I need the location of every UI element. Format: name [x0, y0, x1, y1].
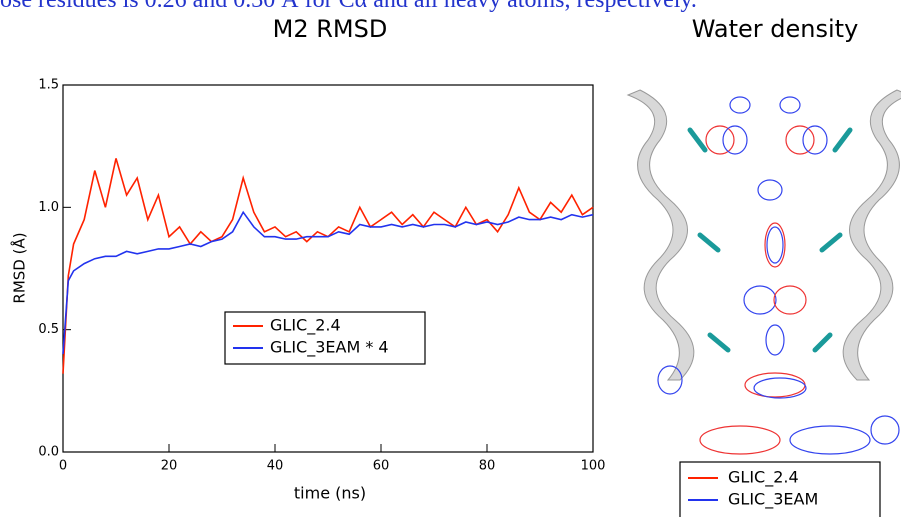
y-tick-label: 0.5 [38, 322, 59, 337]
legend-box [224, 311, 426, 365]
y-tick-label: 1.0 [38, 200, 59, 215]
panel-legend-box [679, 461, 881, 517]
x-tick-label: 40 [267, 459, 284, 474]
x-tick-label: 20 [161, 459, 178, 474]
x-tick-label: 0 [59, 459, 67, 474]
legend-label: GLIC_3EAM * 4 [270, 338, 389, 358]
legend-label: GLIC_2.4 [270, 316, 341, 336]
x-tick-label: 80 [479, 459, 496, 474]
series-line [62, 210, 594, 355]
x-tick-label: 60 [373, 459, 390, 474]
x-axis-label: time (ns) [294, 484, 366, 503]
panel-legend-label: GLIC_3EAM [728, 490, 818, 510]
panel-legend-label: GLIC_2.4 [728, 468, 799, 488]
plot-area [62, 84, 594, 453]
caption-fragment: ose residues is 0.26 and 0.30 Å for Cα a… [0, 0, 697, 13]
y-tick-label: 1.5 [38, 78, 59, 93]
x-tick-label: 100 [581, 459, 606, 474]
chart-title: M2 RMSD [273, 15, 388, 43]
y-axis-label: RMSD (Å) [10, 232, 29, 303]
y-tick-label: 0.0 [38, 445, 59, 460]
water-density-image [626, 85, 901, 455]
panel-title: Water density [692, 15, 859, 43]
